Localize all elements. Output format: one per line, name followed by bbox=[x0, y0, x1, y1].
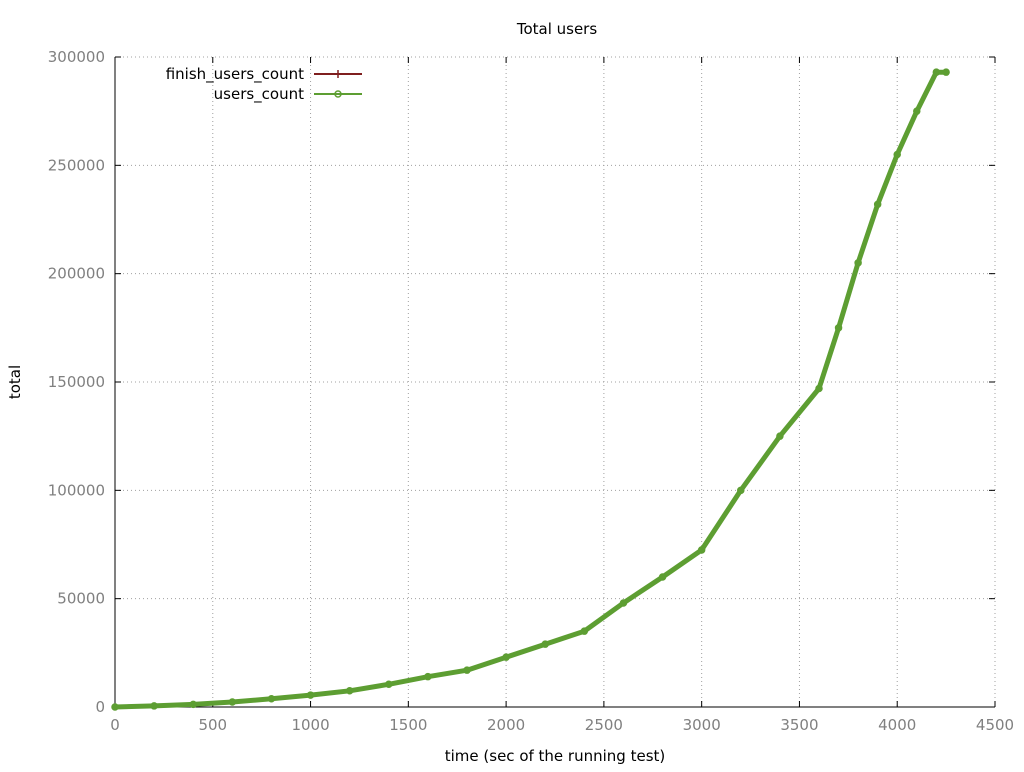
legend-label-users_count: users_count bbox=[214, 85, 304, 104]
data-point-users_count bbox=[150, 702, 158, 710]
x-tick-label: 4500 bbox=[976, 716, 1014, 734]
data-point-users_count bbox=[385, 680, 393, 688]
data-point-users_count bbox=[854, 259, 862, 267]
data-point-users_count bbox=[834, 324, 843, 332]
data-point-users_count bbox=[228, 698, 237, 706]
y-tick-label: 250000 bbox=[48, 156, 105, 174]
y-tick-label: 0 bbox=[95, 698, 105, 716]
data-point-users_count bbox=[619, 599, 628, 607]
legend-marker-users_count bbox=[334, 90, 342, 98]
data-point-users_count bbox=[580, 627, 589, 635]
data-point-users_count bbox=[932, 68, 941, 76]
x-tick-label: 2500 bbox=[585, 716, 623, 734]
data-point-users_count bbox=[463, 666, 471, 674]
x-tick-label: 2000 bbox=[487, 716, 525, 734]
data-point-users_count bbox=[697, 546, 706, 554]
data-point-users_count bbox=[737, 486, 745, 495]
y-tick-label: 50000 bbox=[57, 590, 105, 608]
data-point-users_count bbox=[776, 432, 784, 440]
data-point-users_count bbox=[913, 107, 921, 115]
data-point-users_count bbox=[541, 640, 549, 648]
x-tick-label: 3500 bbox=[780, 716, 818, 734]
x-tick-label: 4000 bbox=[878, 716, 916, 734]
data-point-users_count bbox=[942, 68, 950, 76]
legend-marker-finish_users_count bbox=[334, 70, 342, 78]
legend-label-finish_users_count: finish_users_count bbox=[166, 65, 304, 84]
y-tick-label: 100000 bbox=[48, 481, 105, 499]
chart-title: Total users bbox=[516, 20, 598, 38]
data-point-users_count bbox=[306, 691, 315, 699]
data-point-users_count bbox=[502, 653, 510, 661]
data-point-users_count bbox=[345, 687, 354, 695]
axes-layer: 0 500 1000 1500 2000 2500 3000 3500 4000 4500 0 500… bbox=[48, 48, 1014, 734]
data-point-users_count bbox=[873, 200, 882, 209]
x-tick-label: 500 bbox=[198, 716, 227, 734]
grid-layer bbox=[115, 56, 996, 707]
data-point-users_count bbox=[658, 573, 667, 581]
y-tick-label: 300000 bbox=[48, 48, 105, 66]
x-tick-label: 1000 bbox=[291, 716, 329, 734]
data-point-users_count bbox=[267, 695, 276, 703]
x-axis-label: time (sec of the running test) bbox=[445, 747, 666, 765]
x-tick-label: 1500 bbox=[389, 716, 427, 734]
series-layer bbox=[111, 68, 950, 711]
x-tick-label: 0 bbox=[110, 716, 120, 734]
data-point-users_count bbox=[424, 672, 432, 681]
data-point-users_count bbox=[111, 703, 119, 711]
data-point-users_count bbox=[815, 384, 823, 393]
y-tick-label: 150000 bbox=[48, 373, 105, 391]
y-tick-label: 200000 bbox=[48, 265, 105, 283]
series-line-users_count bbox=[112, 69, 949, 710]
data-point-users_count bbox=[189, 700, 197, 709]
y-axis-label: total bbox=[6, 365, 24, 399]
x-tick-label: 3000 bbox=[683, 716, 721, 734]
data-point-users_count bbox=[893, 150, 901, 159]
